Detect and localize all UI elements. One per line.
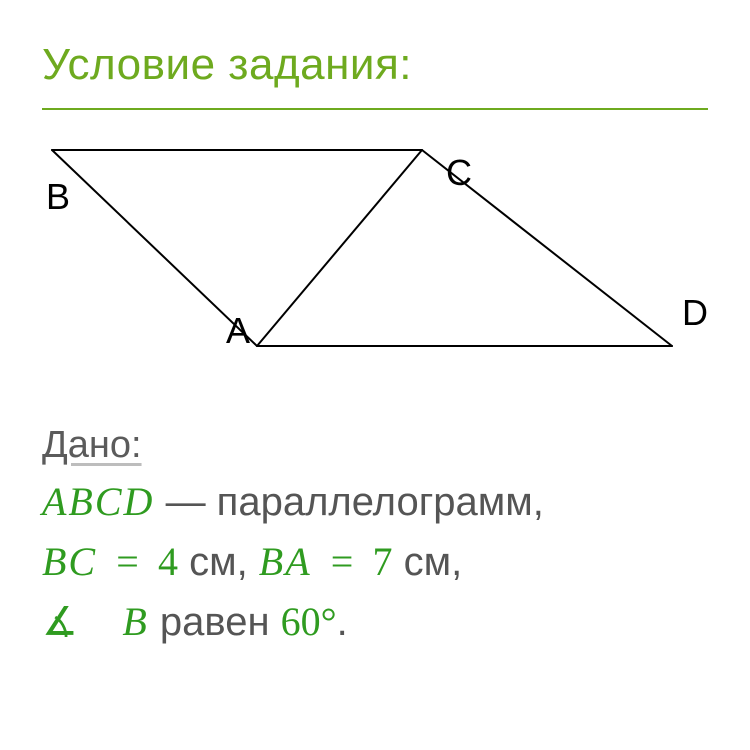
- angle-icon: ∡: [42, 599, 78, 644]
- given-line-2: BC = 4 см, BA = 7 см,: [42, 535, 708, 589]
- angle-value: 60°: [281, 599, 337, 644]
- given-label: Дано:: [42, 424, 708, 467]
- vertex-label-b: B: [46, 176, 70, 218]
- bc-symbol: BC: [42, 539, 97, 584]
- line1-rest: — параллелограмм,: [166, 480, 544, 524]
- unit2: см: [404, 540, 452, 584]
- val1: 4: [158, 539, 178, 584]
- vertex-label-d: D: [682, 292, 708, 334]
- eq1: =: [108, 539, 147, 584]
- word-raven: равен: [160, 600, 281, 644]
- abcd-symbol: ABCD: [42, 479, 154, 524]
- val2: 7: [372, 539, 392, 584]
- given-line-1: ABCD — параллелограмм,: [42, 475, 708, 529]
- sp1: [89, 600, 111, 644]
- sep: ,: [237, 540, 259, 584]
- angle-vertex: B: [122, 599, 148, 644]
- heading-rule: [42, 108, 708, 110]
- unit1: см: [189, 540, 237, 584]
- end3: .: [337, 600, 348, 644]
- diagram-svg: [42, 138, 682, 378]
- eq2: =: [323, 539, 362, 584]
- vertex-label-c: C: [446, 152, 472, 194]
- given-line-3: ∡ B равен 60°.: [42, 595, 708, 649]
- task-heading: Условие задания:: [42, 40, 708, 90]
- end2: ,: [451, 540, 462, 584]
- parallelogram-diagram: BCAD: [42, 138, 682, 378]
- ba-symbol: BA: [259, 539, 312, 584]
- vertex-label-a: A: [226, 310, 250, 352]
